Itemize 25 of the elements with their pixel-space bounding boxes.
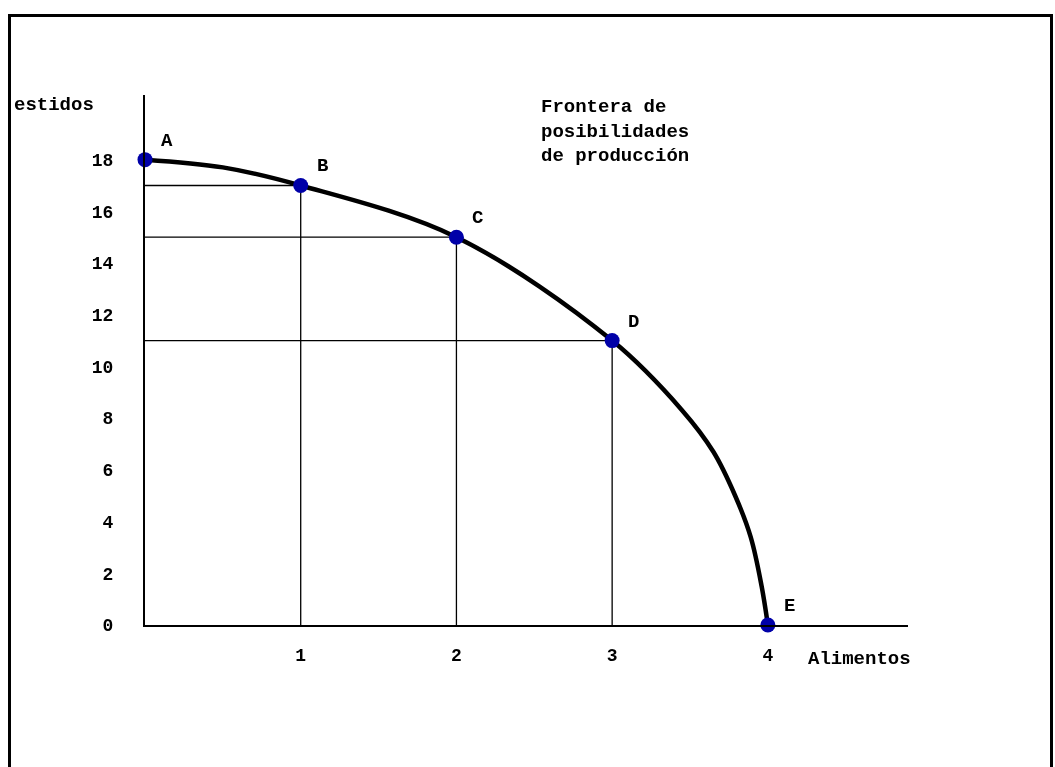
x-axis-title: Alimentos xyxy=(808,648,911,670)
point xyxy=(604,333,620,349)
annotation: D xyxy=(628,311,640,333)
y-tick-label: 18 xyxy=(91,150,114,171)
x-tick-label: 3 xyxy=(606,645,618,666)
y-tick-label: 8 xyxy=(102,409,114,430)
x-tick-label: 4 xyxy=(762,645,774,666)
annotation: C xyxy=(472,207,484,229)
x-tick-label: 2 xyxy=(451,645,462,666)
annotation: A xyxy=(161,130,173,152)
y-tick-label: 4 xyxy=(102,512,114,533)
point xyxy=(293,177,309,193)
point xyxy=(448,229,464,245)
x-tick-label: 1 xyxy=(295,645,307,666)
text: Frontera de posibilidades de producción xyxy=(541,96,690,168)
y-tick-label: 10 xyxy=(91,357,114,378)
y-tick-label: 6 xyxy=(102,461,114,482)
y-axis-title: estidos xyxy=(14,94,94,116)
y-tick-label: 16 xyxy=(91,202,114,223)
y-tick-label: 0 xyxy=(102,616,114,637)
annotation: B xyxy=(317,155,329,177)
y-tick-label: 12 xyxy=(91,306,114,327)
y-tick-label: 14 xyxy=(91,254,114,275)
y-tick-label: 2 xyxy=(102,564,114,585)
annotation: E xyxy=(784,595,796,617)
